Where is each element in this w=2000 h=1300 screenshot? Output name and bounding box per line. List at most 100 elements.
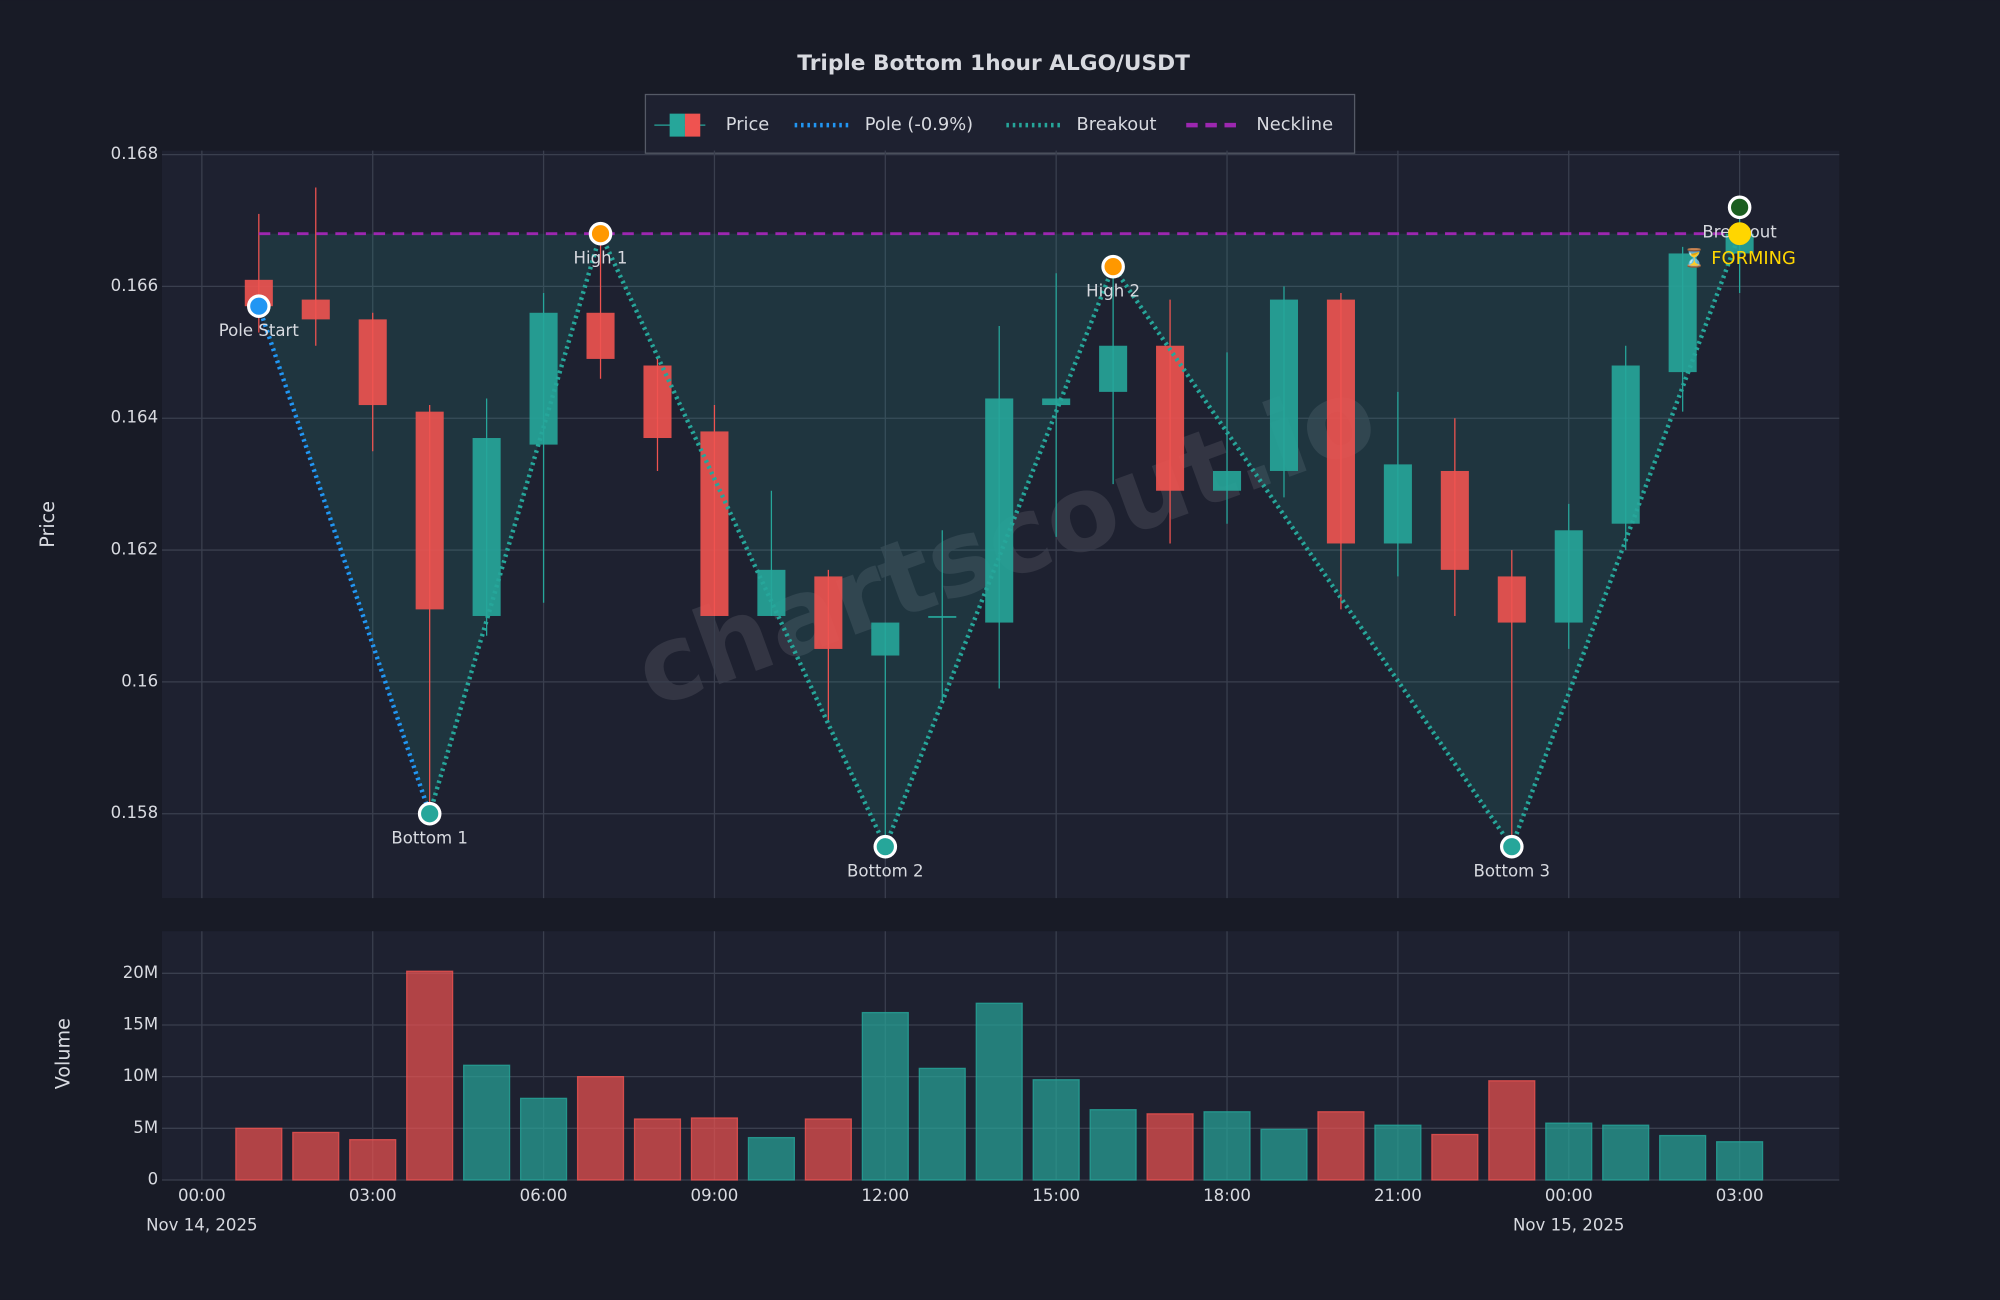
point-label: Bottom 3 (1473, 862, 1550, 881)
candle-body (358, 319, 387, 406)
pattern-point (1727, 195, 1752, 220)
legend-icon (669, 113, 685, 137)
volume-bar (292, 1131, 340, 1181)
x-date-label: Nov 14, 2025 (146, 1215, 257, 1234)
candle-body (1156, 345, 1185, 491)
candle-body (1668, 253, 1697, 373)
volume-bar (633, 1118, 682, 1181)
volume-bar (1374, 1124, 1422, 1181)
candle-body (985, 398, 1014, 623)
y-tick-label: 0.158 (111, 803, 158, 822)
legend-label: Breakout (1077, 114, 1157, 135)
volume-bar (747, 1136, 795, 1181)
chart-title: Triple Bottom 1hour ALGO/USDT (797, 51, 1190, 76)
volume-bar (1716, 1141, 1764, 1181)
candle-body (1099, 345, 1128, 392)
legend-box (644, 93, 1356, 154)
y-axis-title: Price (36, 501, 59, 548)
candle-body (871, 622, 900, 656)
point-label: Bottom 2 (847, 862, 924, 881)
pattern-point (417, 801, 442, 826)
legend-label: Pole (-0.9%) (865, 114, 973, 135)
candle-body (1042, 398, 1071, 406)
candle-body (814, 576, 843, 649)
y-tick-label: 20M (123, 963, 158, 982)
volume-bar (576, 1076, 625, 1181)
y-tick-label: 5M (133, 1118, 158, 1137)
volume-bar (1545, 1122, 1593, 1181)
y-tick-label: 0 (148, 1169, 159, 1188)
legend-label: Neckline (1256, 114, 1333, 135)
x-tick-label: 00:00 (1545, 1186, 1593, 1205)
pattern-point (247, 294, 271, 318)
volume-bar (1089, 1109, 1137, 1181)
volume-bar (975, 1002, 1023, 1181)
x-tick-label: 18:00 (1203, 1186, 1251, 1205)
volume-bar (349, 1139, 397, 1181)
volume-bar (1146, 1113, 1194, 1181)
legend-icon (684, 113, 701, 137)
volume-bar (519, 1097, 568, 1181)
pattern-point (873, 834, 898, 859)
pattern-point (1500, 834, 1524, 859)
x-tick-label: 15:00 (1032, 1186, 1080, 1205)
pattern-point (1101, 254, 1125, 279)
candle-body (1497, 576, 1526, 623)
candle-body (1326, 299, 1355, 544)
volume-bar (918, 1067, 966, 1181)
candle-body (1611, 365, 1640, 524)
y-axis-title: Volume (51, 1018, 74, 1089)
volume-bar (1431, 1133, 1479, 1181)
volume-bar (804, 1118, 852, 1181)
volume-bar (1488, 1080, 1536, 1181)
candle-body (1440, 470, 1469, 570)
legend-label: Price (726, 114, 770, 135)
volume-bar (1659, 1134, 1707, 1181)
candle-body (1212, 470, 1242, 491)
volume-bar (1032, 1079, 1080, 1181)
volume-bar (1260, 1128, 1308, 1181)
status-label: ⏳ FORMING (1683, 247, 1795, 269)
volume-bar (235, 1127, 283, 1181)
candle-body (529, 312, 558, 445)
x-tick-label: 03:00 (349, 1186, 397, 1205)
pattern-point (588, 221, 613, 246)
volume-bar (690, 1117, 739, 1181)
x-tick-label: 12:00 (861, 1186, 909, 1205)
candle-body (928, 615, 957, 618)
point-label: High 2 (1086, 282, 1140, 301)
x-tick-label: 03:00 (1716, 1186, 1764, 1205)
candle-body (700, 431, 729, 616)
point-label: Pole Start (219, 321, 300, 340)
y-tick-label: 0.168 (111, 144, 158, 163)
volume-bar (861, 1011, 909, 1181)
point-label: High 1 (574, 249, 628, 268)
volume-bar (1203, 1111, 1251, 1181)
candle-body (415, 411, 444, 610)
status-point (1728, 222, 1752, 246)
y-tick-label: 15M (123, 1014, 158, 1033)
volume-bar (1317, 1111, 1365, 1181)
breakout-line (427, 227, 1742, 853)
candle-body (1383, 464, 1412, 544)
candle-body (1554, 530, 1583, 623)
y-tick-label: 0.162 (111, 540, 158, 559)
candle-body (1269, 299, 1299, 471)
y-tick-label: 0.16 (121, 671, 158, 690)
volume-bar (463, 1064, 511, 1181)
x-tick-label: 09:00 (691, 1186, 739, 1205)
y-tick-label: 0.166 (111, 276, 158, 295)
candle-body (586, 312, 615, 359)
volume-bar (1602, 1124, 1650, 1181)
candle-body (301, 299, 330, 320)
x-tick-label: 06:00 (520, 1186, 568, 1205)
y-tick-label: 0.164 (111, 408, 158, 427)
y-tick-label: 10M (123, 1066, 158, 1085)
candle-body (643, 365, 672, 439)
volume-bar (406, 970, 454, 1181)
point-label: Bottom 1 (391, 829, 468, 848)
candle-body (472, 438, 501, 616)
x-tick-label: 00:00 (178, 1186, 226, 1205)
